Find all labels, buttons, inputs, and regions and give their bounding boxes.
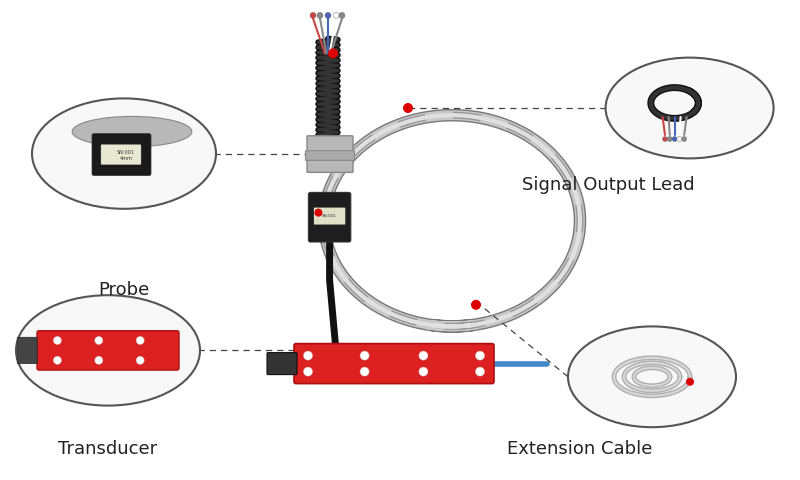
Circle shape [471, 300, 481, 310]
FancyBboxPatch shape [92, 133, 151, 176]
Text: Probe: Probe [98, 281, 150, 300]
Circle shape [54, 356, 62, 364]
Circle shape [54, 336, 62, 345]
FancyBboxPatch shape [267, 353, 297, 374]
Circle shape [419, 351, 428, 360]
FancyBboxPatch shape [294, 344, 494, 384]
Circle shape [317, 12, 323, 18]
Circle shape [360, 351, 369, 360]
Ellipse shape [568, 326, 736, 427]
Circle shape [314, 209, 322, 216]
Text: Extension Cable: Extension Cable [507, 440, 653, 458]
Circle shape [303, 351, 313, 360]
Circle shape [360, 367, 369, 376]
Text: Signal Output Lead: Signal Output Lead [522, 176, 694, 194]
Circle shape [475, 351, 485, 360]
Circle shape [136, 356, 144, 364]
Circle shape [333, 12, 339, 18]
Text: SN:001: SN:001 [322, 214, 337, 218]
Circle shape [403, 103, 413, 113]
Circle shape [136, 336, 144, 345]
Circle shape [667, 136, 672, 142]
Circle shape [686, 378, 694, 386]
Circle shape [662, 136, 667, 142]
Text: SN:001
4mm: SN:001 4mm [117, 150, 135, 161]
Circle shape [310, 12, 316, 18]
Circle shape [419, 367, 428, 376]
FancyBboxPatch shape [306, 151, 354, 160]
Circle shape [94, 356, 102, 364]
Circle shape [339, 12, 345, 18]
Circle shape [94, 336, 102, 345]
Ellipse shape [16, 295, 200, 406]
FancyBboxPatch shape [18, 337, 38, 363]
Ellipse shape [606, 58, 774, 158]
Ellipse shape [32, 98, 216, 209]
FancyBboxPatch shape [101, 144, 141, 165]
Text: Transducer: Transducer [58, 440, 158, 458]
Circle shape [303, 367, 313, 376]
FancyBboxPatch shape [307, 136, 353, 172]
FancyBboxPatch shape [37, 331, 179, 370]
FancyBboxPatch shape [314, 207, 346, 225]
Circle shape [475, 367, 485, 376]
Ellipse shape [72, 117, 192, 147]
Circle shape [672, 136, 677, 142]
Circle shape [325, 12, 331, 18]
Circle shape [677, 136, 682, 142]
Circle shape [328, 48, 338, 59]
Circle shape [682, 136, 686, 142]
FancyBboxPatch shape [309, 192, 350, 242]
